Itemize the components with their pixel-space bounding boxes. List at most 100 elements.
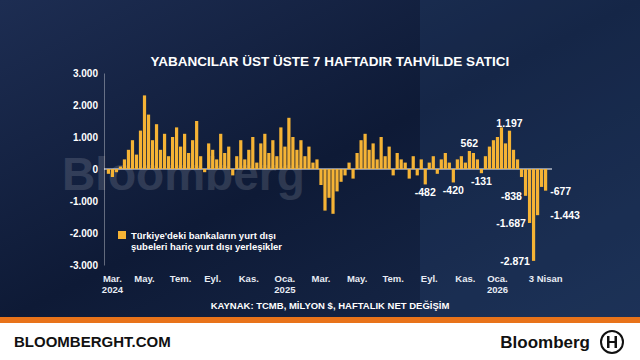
bar	[408, 169, 411, 179]
bar	[119, 166, 122, 169]
bar	[544, 169, 547, 191]
bar	[131, 140, 134, 169]
bar	[480, 169, 483, 173]
bar	[440, 159, 443, 169]
x-tick-label-line: 2025	[274, 284, 296, 295]
data-label: 562	[461, 137, 479, 149]
bar	[215, 159, 218, 169]
title: YABANCILAR ÜST ÜSTE 7 HAFTADIR TAHVİLDE …	[151, 54, 510, 69]
bar	[460, 156, 463, 169]
bar	[311, 163, 314, 169]
bar	[223, 153, 226, 169]
bar	[416, 169, 419, 175]
bar	[207, 143, 210, 169]
x-tick-label: Mar.	[311, 273, 330, 284]
y-tick: 2.000	[73, 100, 104, 111]
data-label: -1.687	[496, 217, 526, 229]
bar	[187, 153, 190, 169]
bar	[115, 169, 118, 172]
x-tick-label-line: Tem.	[382, 273, 403, 284]
bar	[307, 147, 310, 169]
x-tick-label-line: Mar.	[103, 273, 122, 284]
bar	[351, 169, 354, 179]
bar	[536, 169, 539, 215]
x-tick-label-line: May.	[347, 273, 367, 284]
y-tick-label: 1.000	[73, 132, 98, 143]
x-tick-label: May.	[347, 273, 367, 284]
bar	[432, 156, 435, 169]
y-tick-label: 2.000	[73, 100, 98, 111]
data-label: -131	[471, 175, 492, 187]
footer-right: Bloomberg	[500, 333, 590, 352]
x-tick-label: 3 Nisan	[529, 273, 563, 284]
y-tick-label: -3.000	[70, 260, 99, 271]
bar	[283, 147, 286, 169]
bar	[524, 169, 527, 196]
x-tick: 3 Nisan	[529, 271, 563, 284]
bar	[436, 169, 439, 174]
y-tick: 3.000	[73, 68, 104, 79]
bar	[508, 131, 511, 169]
bar	[151, 140, 154, 169]
x-tick-label-line: May.	[134, 273, 154, 284]
bar	[444, 153, 447, 169]
data-label: -838	[501, 190, 522, 202]
bar	[376, 159, 379, 169]
bar	[363, 134, 366, 169]
bar	[464, 163, 467, 169]
bar	[500, 127, 503, 169]
data-label: 1.197	[496, 117, 522, 129]
x-tick-label: Tem.	[170, 273, 191, 284]
bar	[195, 121, 198, 169]
bar	[492, 140, 495, 169]
bar	[279, 127, 282, 169]
bar	[448, 163, 451, 169]
footer-logo-bar	[607, 341, 617, 343]
bar	[396, 153, 399, 169]
data-label: -482	[415, 186, 436, 198]
data-labels: -482-420562-1311.197-838-1.687-2.871-1.4…	[415, 117, 580, 267]
bar	[392, 169, 395, 175]
bar	[163, 134, 166, 169]
footer	[0, 323, 640, 360]
x-tick-label-line: Tem.	[170, 273, 191, 284]
y-tick: 1.000	[73, 132, 104, 143]
bar	[472, 153, 475, 169]
x-tick: May.	[347, 271, 367, 284]
bar	[183, 134, 186, 169]
bar	[235, 156, 238, 169]
x-axis: Mar.2024May.Tem.Eyl.Kas.Oca.2025Mar.May.…	[102, 271, 563, 295]
y-tick: 0	[92, 164, 104, 175]
x-tick: Oca.2025	[274, 271, 296, 295]
y-tick: -1.000	[70, 196, 104, 207]
y-tick-label: 3.000	[73, 68, 98, 79]
bars	[107, 95, 547, 260]
chart: Bloomberg YABANCILAR ÜST ÜSTE 7 HAFTADIR …	[0, 0, 640, 360]
footer-logo	[601, 331, 623, 353]
x-tick-label-line: Kas.	[455, 273, 475, 284]
bar	[343, 169, 346, 175]
bar	[327, 169, 330, 198]
bar	[488, 147, 491, 169]
bar	[315, 159, 318, 169]
y-tick-label: -1.000	[70, 196, 99, 207]
bar	[267, 153, 270, 169]
y-tick: -3.000	[70, 260, 104, 271]
bar	[123, 159, 126, 169]
x-tick-label-line: Oca.	[487, 273, 508, 284]
x-tick: Eyl.	[421, 271, 438, 284]
legend-label-line: şubeleri hariç yurt dışı yerleşikler	[131, 241, 282, 252]
x-tick-label-line: Oca.	[275, 273, 296, 284]
legend-label: Türkiye'deki bankaların yurt dışışubeler…	[131, 230, 282, 252]
x-tick-label: Kas.	[239, 273, 259, 284]
bar	[303, 156, 306, 169]
x-tick-label: Tem.	[382, 273, 403, 284]
x-tick-label-line: Mar.	[311, 273, 330, 284]
x-tick-label: Oca.2026	[487, 273, 508, 295]
x-tick-label-line: 2026	[487, 284, 508, 295]
bar	[323, 169, 326, 211]
bar	[299, 140, 302, 169]
bar	[496, 137, 499, 169]
y-tick-label: -2.000	[70, 228, 99, 239]
bar	[355, 153, 358, 169]
